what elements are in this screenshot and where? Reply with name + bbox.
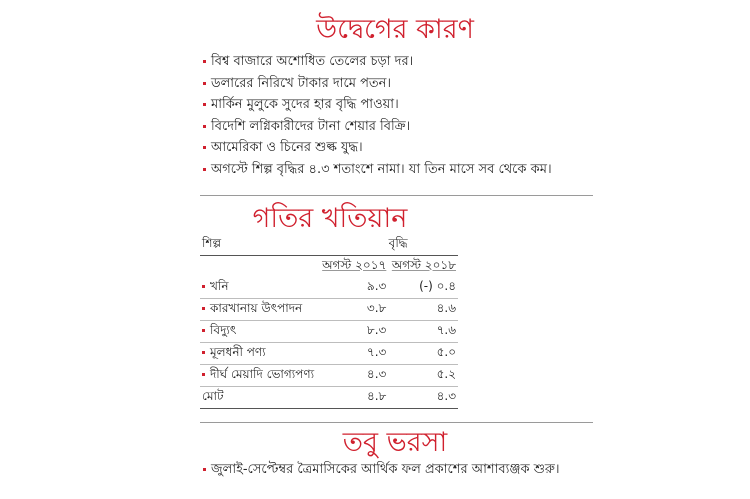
bullet-icon bbox=[203, 81, 206, 85]
growth-table: শিল্প বৃদ্ধি অগস্ট ২০১৭ অগস্ট ২০১৮ খনি ৯… bbox=[200, 234, 458, 409]
list-item-text: ডলারের নিরিখে টাকার দামে পতন। bbox=[211, 75, 392, 91]
list-item-text: জুলাই-সেপ্টেম্বর ত্রৈমাসিকের আর্থিক ফল প… bbox=[211, 462, 560, 477]
value-2018: ৫.০ bbox=[388, 342, 458, 365]
bullet-icon bbox=[203, 167, 206, 171]
bullet-icon bbox=[203, 468, 206, 471]
bullet-icon bbox=[203, 103, 206, 106]
row-label: বিদ্যুৎ bbox=[210, 322, 237, 337]
total-2018: ৪.৩ bbox=[388, 386, 458, 409]
section-title-growth: গতির খতিয়ান bbox=[252, 203, 408, 234]
section-title-hope: তবু ভরসা bbox=[342, 427, 448, 458]
table-total-row: মোট ৪.৮ ৪.৩ bbox=[200, 386, 458, 409]
bullet-icon bbox=[202, 328, 205, 332]
value-2018: ৫.২ bbox=[388, 364, 458, 387]
list-item-text: অগস্টে শিল্প বৃদ্ধির ৪.৩ শতাংশে নামা। যা… bbox=[211, 161, 552, 177]
list-item-text: বিশ্ব বাজারে অশোধিত তেলের চড়া দর। bbox=[211, 54, 414, 69]
row-label: মূলধনী পণ্য bbox=[210, 344, 266, 359]
divider bbox=[200, 422, 593, 423]
table-row: বিদ্যুৎ ৮.৩ ৭.৬ bbox=[200, 320, 458, 343]
value-2018: ৪.৬ bbox=[388, 298, 458, 321]
table-row: মূলধনী পণ্য ৭.৩ ৫.০ bbox=[200, 342, 458, 365]
bullet-icon bbox=[203, 124, 206, 128]
bullet-icon bbox=[202, 306, 205, 310]
list-item: অগস্টে শিল্প বৃদ্ধির ৪.৩ শতাংশে নামা। যা… bbox=[203, 159, 552, 181]
total-label: মোট bbox=[200, 386, 319, 409]
list-item-text: আমেরিকা ও চিনের শুল্ক যুদ্ধ। bbox=[211, 140, 363, 155]
row-label: খনি bbox=[210, 278, 229, 293]
section-title-concerns: উদ্বেগের কারণ bbox=[316, 14, 474, 45]
table-row: খনি ৯.৩ (-) ০.৪ bbox=[200, 277, 458, 299]
concerns-list: বিশ্ব বাজারে অশোধিত তেলের চড়া দর। ডলারে… bbox=[203, 51, 552, 180]
divider bbox=[200, 195, 593, 196]
hope-list: জুলাই-সেপ্টেম্বর ত্রৈমাসিকের আর্থিক ফল প… bbox=[203, 459, 560, 481]
value-2017: ৩.৮ bbox=[318, 298, 389, 321]
value-2017: ৯.৩ bbox=[318, 277, 389, 299]
bullet-icon bbox=[202, 372, 205, 376]
table-row: দীর্ঘ মেয়াদি ভোগ্যপণ্য ৪.৩ ৫.২ bbox=[200, 364, 458, 387]
value-2018: (-) ০.৪ bbox=[388, 277, 458, 299]
header-2017: অগস্ট ২০১৭ bbox=[322, 257, 387, 272]
value-2017: ৭.৩ bbox=[318, 342, 389, 365]
bullet-icon bbox=[203, 146, 206, 149]
value-2017: ৮.৩ bbox=[318, 320, 389, 343]
list-item: আমেরিকা ও চিনের শুল্ক যুদ্ধ। bbox=[203, 137, 552, 159]
header-growth: বৃদ্ধি bbox=[318, 234, 458, 256]
value-2017: ৪.৩ bbox=[318, 364, 389, 387]
list-item-text: মার্কিন মুলুকে সুদের হার বৃদ্ধি পাওয়া। bbox=[211, 97, 399, 112]
total-2017: ৪.৮ bbox=[318, 386, 389, 409]
bullet-icon bbox=[202, 284, 205, 288]
table-row: কারখানায় উৎপাদন ৩.৮ ৪.৬ bbox=[200, 298, 458, 321]
bullet-icon bbox=[202, 350, 205, 354]
header-sector: শিল্প bbox=[200, 234, 319, 256]
row-label: কারখানায় উৎপাদন bbox=[210, 300, 303, 315]
list-item: মার্কিন মুলুকে সুদের হার বৃদ্ধি পাওয়া। bbox=[203, 94, 552, 116]
list-item: বিদেশি লগ্নিকারীদের টানা শেয়ার বিক্রি। bbox=[203, 116, 552, 138]
row-label: দীর্ঘ মেয়াদি ভোগ্যপণ্য bbox=[210, 366, 315, 381]
bullet-icon bbox=[203, 60, 206, 63]
list-item-text: বিদেশি লগ্নিকারীদের টানা শেয়ার বিক্রি। bbox=[211, 118, 411, 134]
list-item: বিশ্ব বাজারে অশোধিত তেলের চড়া দর। bbox=[203, 51, 552, 73]
value-2018: ৭.৬ bbox=[388, 320, 458, 343]
list-item: জুলাই-সেপ্টেম্বর ত্রৈমাসিকের আর্থিক ফল প… bbox=[203, 459, 560, 481]
list-item: ডলারের নিরিখে টাকার দামে পতন। bbox=[203, 73, 552, 95]
header-2018: অগস্ট ২০১৮ bbox=[391, 257, 456, 272]
